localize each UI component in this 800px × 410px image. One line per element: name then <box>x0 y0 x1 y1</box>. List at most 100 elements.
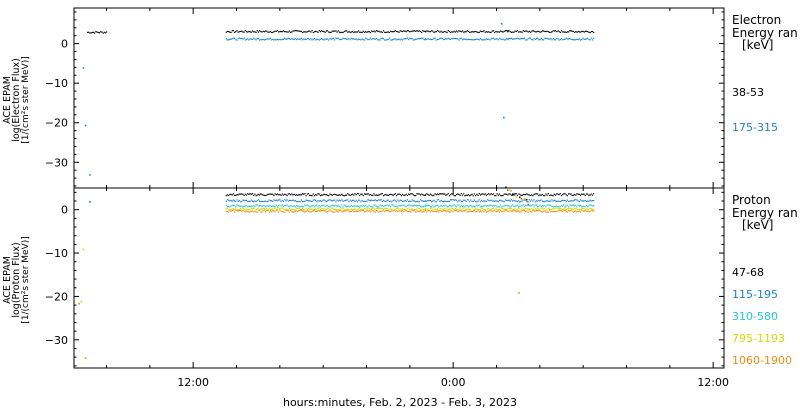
data-point-proton-4 <box>453 209 455 211</box>
data-point-electron-0 <box>391 31 393 33</box>
data-point-proton-4 <box>506 209 508 211</box>
data-point-proton-3 <box>452 208 454 210</box>
data-point-proton-1 <box>541 200 543 202</box>
data-point-proton-1 <box>411 199 413 201</box>
data-point-proton-2 <box>528 204 530 207</box>
data-point-proton-1 <box>397 199 399 201</box>
data-point-electron-1 <box>267 38 269 40</box>
data-point-electron-1 <box>590 37 592 39</box>
data-point-electron-1 <box>394 38 397 40</box>
data-point-electron-0 <box>293 30 295 32</box>
data-point-electron-0 <box>249 31 251 33</box>
data-point-proton-0 <box>545 193 547 195</box>
data-point-proton-0 <box>544 195 546 197</box>
data-point-electron-1 <box>438 38 440 41</box>
data-point-proton-3 <box>529 209 532 211</box>
data-point-electron-0 <box>267 31 269 33</box>
data-point-electron-0 <box>259 30 261 32</box>
data-point-proton-0 <box>583 193 585 195</box>
data-point-proton-2 <box>344 205 347 207</box>
data-point-proton-2 <box>280 205 282 207</box>
data-point-electron-1 <box>593 37 595 40</box>
data-point-proton-3 <box>572 208 574 210</box>
data-point-electron-0 <box>309 30 311 32</box>
data-point-proton-4 <box>426 211 428 213</box>
data-point-electron-0 <box>566 31 569 33</box>
data-point-proton-0 <box>403 194 405 197</box>
data-point-electron-0 <box>295 30 298 32</box>
data-point-proton-4 <box>413 209 416 211</box>
data-point-proton-0 <box>406 194 408 197</box>
data-point-proton-4 <box>533 210 535 212</box>
data-point-proton-2 <box>542 205 545 207</box>
data-point-proton-4 <box>460 210 462 212</box>
data-point-electron-1 <box>489 39 491 41</box>
data-point-proton-2 <box>337 205 339 207</box>
data-point-proton-4 <box>407 210 410 213</box>
data-point-proton-2 <box>572 204 574 206</box>
data-point-proton-3 <box>527 208 529 210</box>
data-point-proton-1 <box>434 201 436 203</box>
data-point-proton-1 <box>363 200 366 202</box>
data-point-proton-2 <box>593 205 595 207</box>
data-point-proton-0 <box>450 194 452 196</box>
data-point-proton-4 <box>403 211 405 213</box>
data-point-proton-2 <box>545 206 547 208</box>
data-point-proton-4 <box>270 211 273 213</box>
data-point-proton-4 <box>356 210 358 212</box>
data-point-proton-2 <box>566 204 569 206</box>
data-point-electron-0 <box>466 30 468 32</box>
data-point-proton-2 <box>486 205 489 207</box>
data-point-proton-2 <box>255 204 257 206</box>
data-point-electron-0 <box>361 31 363 34</box>
data-point-proton-0 <box>478 193 480 195</box>
data-point-proton-4 <box>544 210 546 212</box>
data-point-proton-0 <box>475 195 477 197</box>
data-point-proton-4 <box>363 211 366 213</box>
data-point-proton-4 <box>250 210 252 212</box>
data-point-proton-4 <box>552 211 554 213</box>
data-point-proton-4 <box>490 210 492 212</box>
data-point-proton-2 <box>551 205 553 208</box>
data-point-proton-1 <box>403 200 405 202</box>
data-point-electron-0 <box>580 31 582 33</box>
data-point-proton-3 <box>585 208 588 210</box>
data-point-electron-0 <box>538 30 540 33</box>
data-point-proton-1 <box>284 199 286 201</box>
data-point-proton-2 <box>455 206 458 208</box>
data-point-proton-2 <box>315 205 317 207</box>
data-point-proton-3 <box>369 209 372 211</box>
data-point-electron-0 <box>492 30 495 32</box>
data-point-proton-2 <box>432 204 434 206</box>
data-point-proton-1 <box>533 199 535 201</box>
data-point-electron-0 <box>399 30 401 32</box>
data-point-proton-3 <box>469 208 471 210</box>
data-point-electron-0 <box>291 31 293 33</box>
data-point-electron-1 <box>441 37 443 40</box>
data-point-proton-1 <box>448 200 451 202</box>
data-point-proton-3 <box>275 208 277 210</box>
data-point-electron-0 <box>447 30 449 32</box>
data-point-proton-4 <box>458 210 460 212</box>
data-point-proton-2 <box>570 205 572 207</box>
data-point-proton-4 <box>485 211 487 213</box>
data-point-proton-1 <box>537 200 539 202</box>
data-point-proton-1 <box>261 200 263 203</box>
data-point-electron-0 <box>311 30 313 32</box>
data-point-proton-1 <box>257 199 260 201</box>
data-point-proton-2 <box>353 205 355 207</box>
data-point-electron-0 <box>285 31 287 33</box>
data-point-proton-0 <box>418 193 420 195</box>
data-point-electron-1 <box>557 38 559 40</box>
data-point-electron-0 <box>251 30 254 32</box>
plot-frames <box>73 7 725 369</box>
data-point-proton-3 <box>553 208 555 210</box>
data-point-proton-2 <box>257 205 260 207</box>
data-point-proton-1 <box>485 200 487 203</box>
data-point-electron-1 <box>588 39 590 41</box>
data-point-proton-4 <box>476 210 478 213</box>
data-point-electron-0 <box>272 31 274 34</box>
data-point-proton-2 <box>259 205 261 207</box>
data-point-proton-2 <box>423 206 425 208</box>
data-point-proton-4 <box>377 210 379 212</box>
